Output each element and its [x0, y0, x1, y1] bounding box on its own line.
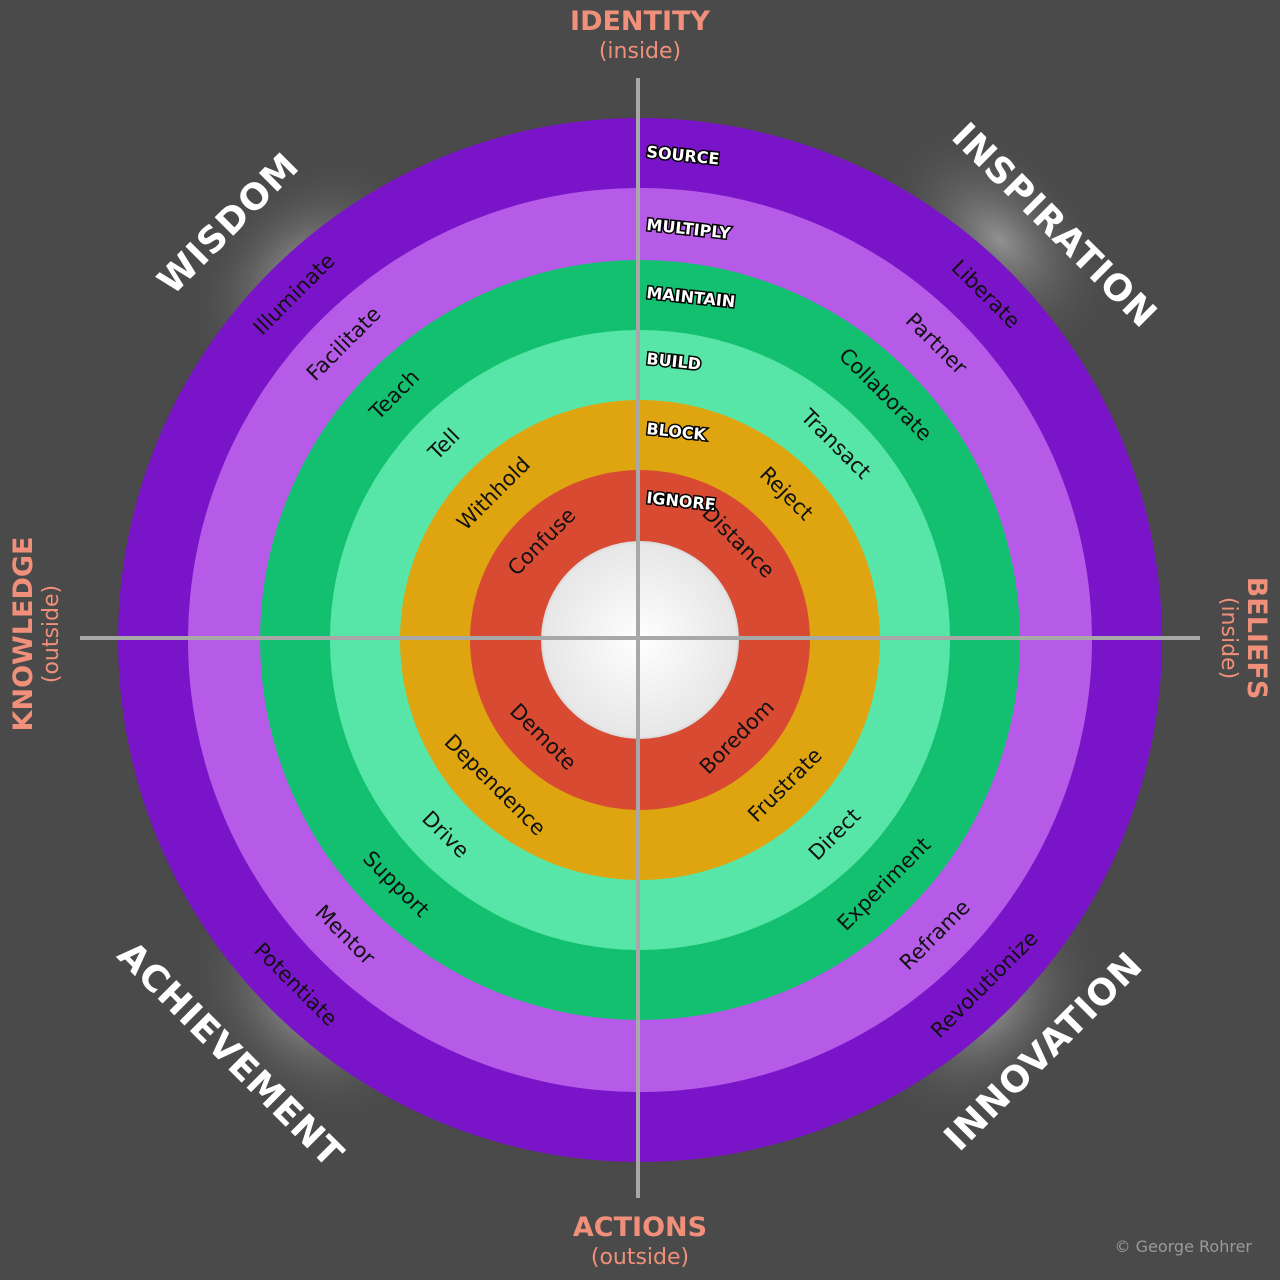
axis-top-title: IDENTITY [570, 6, 710, 37]
axis-right-sub: (inside) [1216, 597, 1241, 679]
axis-left-sub: (outside) [39, 585, 64, 683]
axis-top-sub: (inside) [599, 39, 681, 64]
axis-bottom-sub: (outside) [591, 1245, 689, 1270]
axis-bottom-title: ACTIONS [573, 1212, 707, 1243]
copyright: © George Rohrer [1115, 1237, 1253, 1256]
axis-left-title: KNOWLEDGE [8, 537, 39, 732]
axis-right-title: BELIEFS [1241, 577, 1272, 700]
